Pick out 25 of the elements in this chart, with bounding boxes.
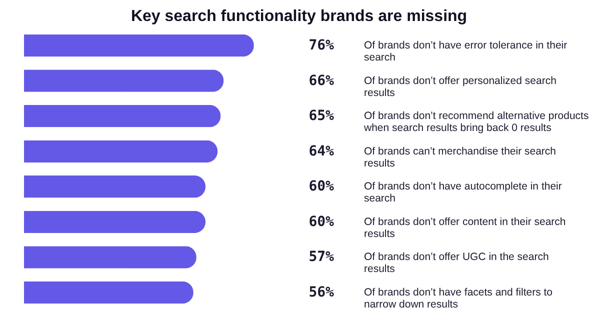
y-tick-label: Of brands don’t offer personalized search results	[364, 74, 557, 99]
data-label: 60%	[308, 214, 335, 230]
data-label: 60%	[308, 178, 335, 195]
data-label: 64%	[308, 143, 335, 160]
bar	[24, 281, 194, 304]
data-label: 57%	[308, 249, 335, 266]
data-label: 56%	[308, 284, 335, 301]
y-tick-label: Of brands can’t merchandise their search results	[364, 145, 556, 170]
data-label: 66%	[308, 72, 335, 89]
bar	[24, 176, 206, 198]
bar	[24, 246, 196, 268]
bar	[24, 210, 206, 234]
y-tick-label: Of brands don’t have autocomplete in their search	[364, 180, 562, 205]
bar	[24, 104, 221, 128]
y-tick-label: Of brands don’t offer content in their search results	[364, 216, 566, 240]
data-label: 76%	[308, 37, 335, 54]
data-label: 65%	[308, 108, 335, 124]
bar	[24, 70, 224, 92]
y-tick-label: Of brands don’t recommend alternative products when search results bring back 0 results	[363, 110, 589, 134]
y-tick-label: Of brands don’t have facets and filters to narrow down results	[364, 286, 553, 311]
text: Key search functionality brands are missing	[130, 8, 468, 25]
bar	[24, 34, 254, 57]
y-tick-label: Of brands don’t have error tolerance in their search	[364, 39, 568, 64]
bar	[24, 140, 218, 162]
y-tick-label: Of brands don’t offer UGC in the search results	[364, 251, 549, 276]
